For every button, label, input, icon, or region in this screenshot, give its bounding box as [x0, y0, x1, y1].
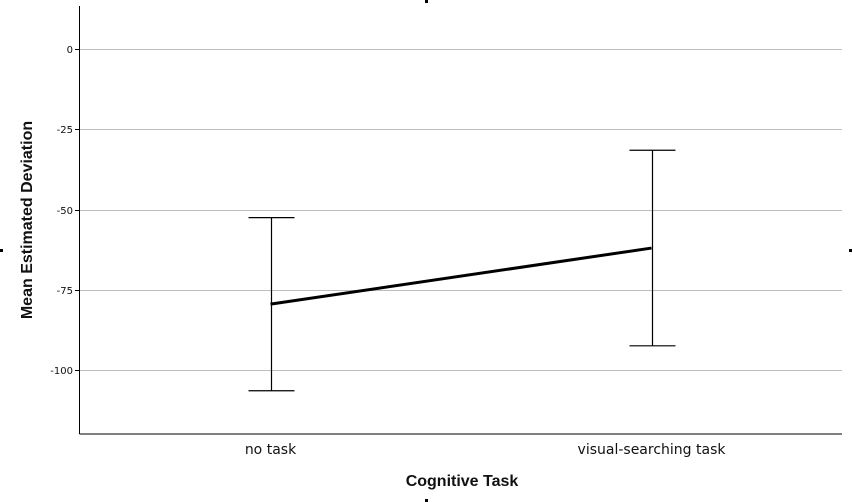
gridlines — [80, 49, 842, 371]
x-tick-labels: no task visual-searching task — [245, 442, 727, 458]
series-layer — [270, 246, 652, 306]
x-tick-label: no task — [245, 442, 297, 458]
y-tick-label: -50 — [57, 206, 73, 217]
x-tick-label: visual-searching task — [578, 442, 727, 458]
selection-handle-right[interactable] — [849, 249, 852, 252]
y-axis-title: Mean Estimated Deviation — [19, 121, 36, 319]
y-tick-label: -75 — [57, 286, 73, 297]
selection-handle-top[interactable] — [425, 0, 428, 3]
selection-handle-bottom[interactable] — [425, 499, 428, 502]
y-tick-label: -25 — [57, 125, 73, 136]
y-tick-label: -100 — [50, 366, 73, 377]
error-bars — [248, 149, 676, 392]
y-tick-label: 0 — [67, 45, 73, 56]
y-tick-labels: 0 -25 -50 -75 -100 — [50, 45, 80, 377]
selection-handle-left[interactable] — [0, 249, 3, 252]
x-axis-title: Cognitive Task — [406, 473, 519, 490]
series-line — [270, 246, 652, 306]
axes — [79, 6, 842, 435]
